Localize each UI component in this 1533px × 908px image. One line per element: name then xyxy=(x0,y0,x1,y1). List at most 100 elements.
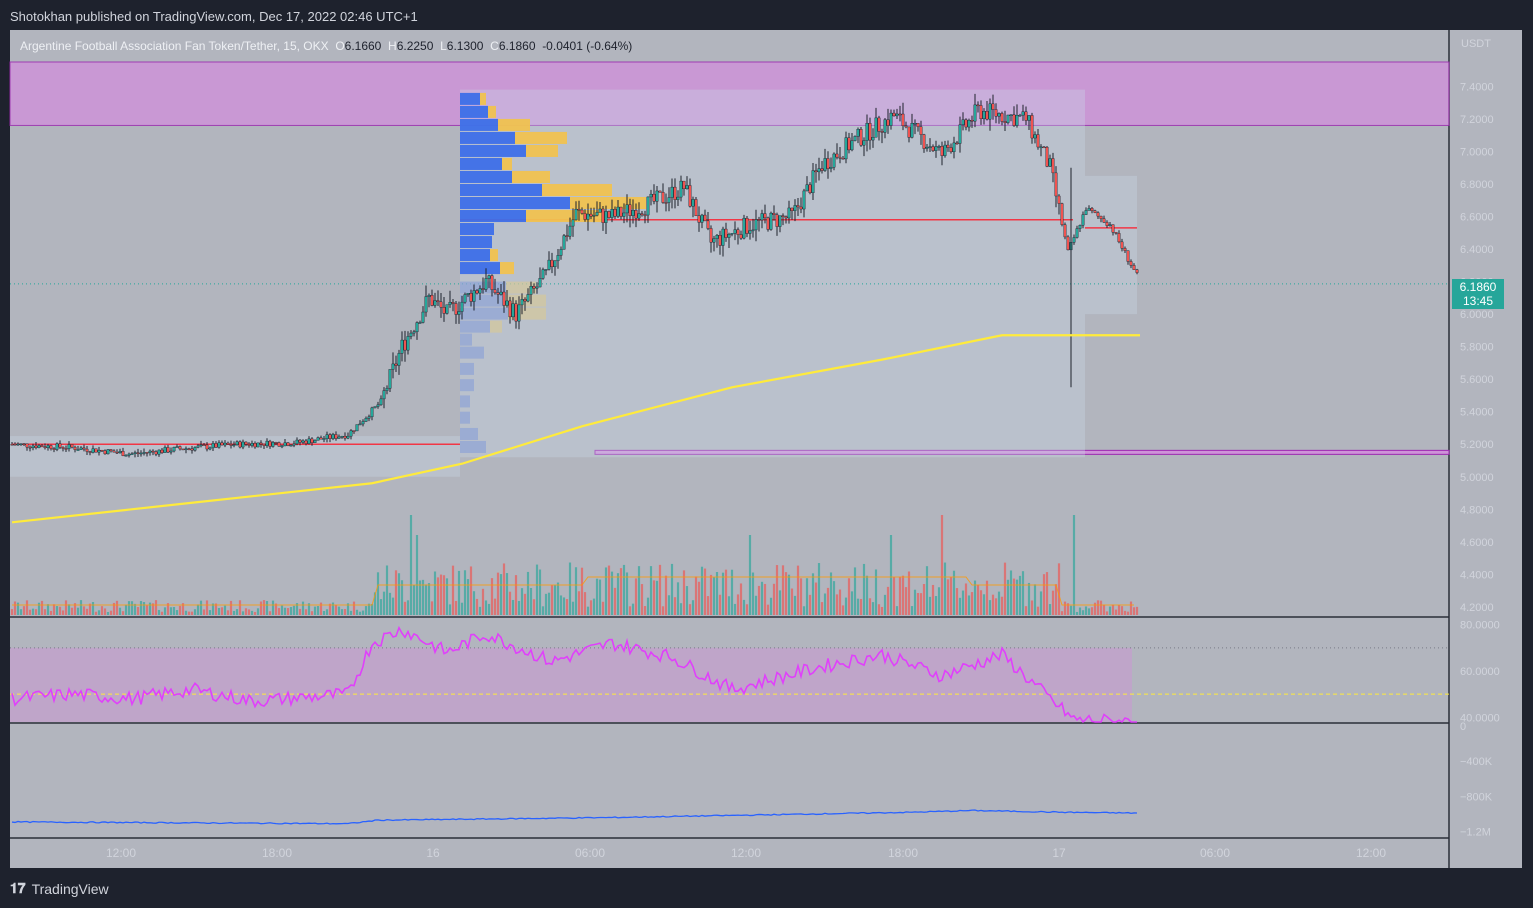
candle-body xyxy=(304,440,308,444)
candle-body xyxy=(1057,195,1061,204)
candle-body xyxy=(583,213,587,220)
candle-body xyxy=(862,140,866,146)
candle-body xyxy=(508,300,512,318)
volume-bar xyxy=(112,602,116,615)
candle-body xyxy=(1099,215,1103,219)
candle-body xyxy=(691,199,695,207)
volume-bar xyxy=(1096,600,1100,615)
candle-body xyxy=(994,109,998,117)
candle-body xyxy=(319,437,323,440)
volume-bar xyxy=(508,591,512,615)
volume-bar xyxy=(325,609,329,615)
volume-bar xyxy=(520,588,524,615)
volume-bar xyxy=(976,584,980,615)
candle-body xyxy=(718,235,722,246)
candle-body xyxy=(745,217,749,234)
candle-body xyxy=(298,439,302,443)
obv-tick-label: −800K xyxy=(1460,791,1493,803)
candle-body xyxy=(337,436,341,439)
volume-bar xyxy=(628,606,632,615)
candle-body xyxy=(790,207,794,211)
candle-body xyxy=(1048,158,1052,167)
candle-body xyxy=(985,111,989,120)
candle-body xyxy=(241,441,245,448)
candle-body xyxy=(784,216,788,219)
volume-bar xyxy=(868,598,872,615)
volume-bar xyxy=(52,604,56,615)
candle-body xyxy=(889,112,893,126)
volume-bar xyxy=(229,600,233,615)
candle-body xyxy=(448,302,452,305)
currency-label: USDT xyxy=(1461,38,1491,50)
candle-body xyxy=(112,450,116,453)
volume-bar xyxy=(793,595,797,615)
volume-bar xyxy=(394,570,398,615)
volume-bar xyxy=(550,585,554,615)
volume-bar xyxy=(187,611,191,615)
candle-body xyxy=(91,448,95,453)
volume-bar xyxy=(118,607,122,615)
candle-body xyxy=(1102,218,1106,223)
time-tick-label: 06:00 xyxy=(575,846,605,860)
candle-body xyxy=(61,447,65,449)
volume-bar xyxy=(154,600,158,615)
volume-bar xyxy=(559,595,563,615)
obv-tick-label: −1.2M xyxy=(1460,827,1491,839)
volume-bar xyxy=(307,603,311,615)
footer-brand[interactable]: 𝟏𝟕 TradingView xyxy=(10,880,109,897)
candle-body xyxy=(139,452,143,455)
volume-bar xyxy=(1078,607,1082,615)
time-tick-label: 12:00 xyxy=(1356,846,1386,860)
candle-body xyxy=(721,228,725,246)
candle-body xyxy=(856,129,860,137)
candle-body xyxy=(544,269,548,271)
candle-body xyxy=(988,103,992,120)
candle-body xyxy=(349,430,353,437)
candle-body xyxy=(280,445,284,448)
candle-body xyxy=(343,435,347,439)
vp-down-volume xyxy=(488,105,496,118)
vp-up-volume xyxy=(460,333,472,346)
volume-bar xyxy=(10,609,14,615)
volume-bar xyxy=(586,606,590,615)
price-tick-label: 6.4000 xyxy=(1460,244,1494,256)
candle-body xyxy=(976,104,980,107)
vp-up-volume xyxy=(460,210,526,223)
candle-body xyxy=(1072,237,1076,243)
vp-up-volume xyxy=(460,294,504,307)
candle-body xyxy=(607,211,611,218)
volume-bar xyxy=(28,609,32,615)
candle-body xyxy=(1129,261,1133,266)
volume-bar xyxy=(823,593,827,615)
candle-body xyxy=(490,275,494,290)
volume-bar xyxy=(736,594,740,615)
volume-bar xyxy=(685,586,689,615)
volume-bar xyxy=(301,601,305,615)
volume-bar xyxy=(448,604,452,615)
chart-frame[interactable] xyxy=(10,30,1522,868)
candle-body xyxy=(385,388,389,391)
zones xyxy=(9,61,1450,477)
candle-body xyxy=(262,443,266,446)
resistance-zone xyxy=(9,61,1450,126)
candle-body xyxy=(190,448,194,451)
candle-body xyxy=(1009,114,1013,116)
candle-body xyxy=(394,363,398,366)
volume-bar xyxy=(412,585,416,615)
candle-body xyxy=(367,416,371,419)
volume-bar xyxy=(580,567,584,615)
candle-body xyxy=(814,170,818,173)
volume-bar xyxy=(370,604,374,615)
volume-bar xyxy=(1072,515,1076,615)
vp-down-volume xyxy=(502,157,512,170)
candle-body xyxy=(82,447,86,450)
volume-bar xyxy=(247,609,251,615)
candle-body xyxy=(547,259,551,270)
volume-bar xyxy=(937,587,941,615)
candle-body xyxy=(160,449,164,453)
volume-bar xyxy=(367,603,371,615)
volume-bar xyxy=(457,570,461,615)
volume-bar xyxy=(385,565,389,615)
time-tick-label: 06:00 xyxy=(1200,846,1230,860)
